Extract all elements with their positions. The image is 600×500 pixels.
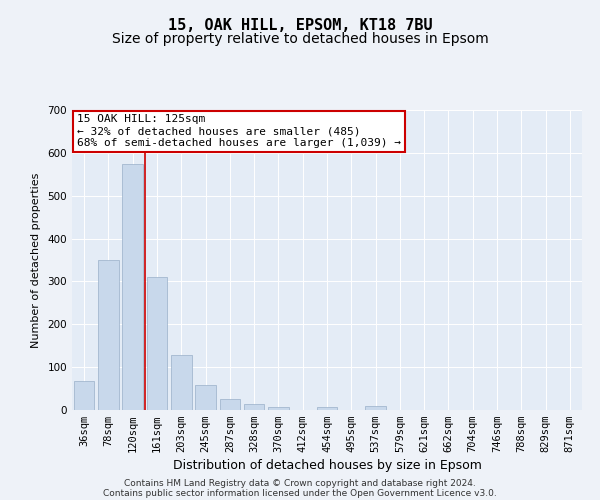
Text: 15, OAK HILL, EPSOM, KT18 7BU: 15, OAK HILL, EPSOM, KT18 7BU [167,18,433,32]
Bar [98,260,119,410]
Bar [317,406,337,410]
Y-axis label: Number of detached properties: Number of detached properties [31,172,41,348]
X-axis label: Distribution of detached houses by size in Epsom: Distribution of detached houses by size … [173,460,481,472]
Bar [122,164,143,410]
Bar [171,355,191,410]
Bar [195,385,216,410]
Bar [268,407,289,410]
Bar [220,400,240,410]
Bar [74,381,94,410]
Bar [244,404,265,410]
Bar [146,277,167,410]
Text: 15 OAK HILL: 125sqm
← 32% of detached houses are smaller (485)
68% of semi-detac: 15 OAK HILL: 125sqm ← 32% of detached ho… [77,114,401,148]
Text: Contains public sector information licensed under the Open Government Licence v3: Contains public sector information licen… [103,488,497,498]
Text: Contains HM Land Registry data © Crown copyright and database right 2024.: Contains HM Land Registry data © Crown c… [124,478,476,488]
Bar [365,406,386,410]
Text: Size of property relative to detached houses in Epsom: Size of property relative to detached ho… [112,32,488,46]
